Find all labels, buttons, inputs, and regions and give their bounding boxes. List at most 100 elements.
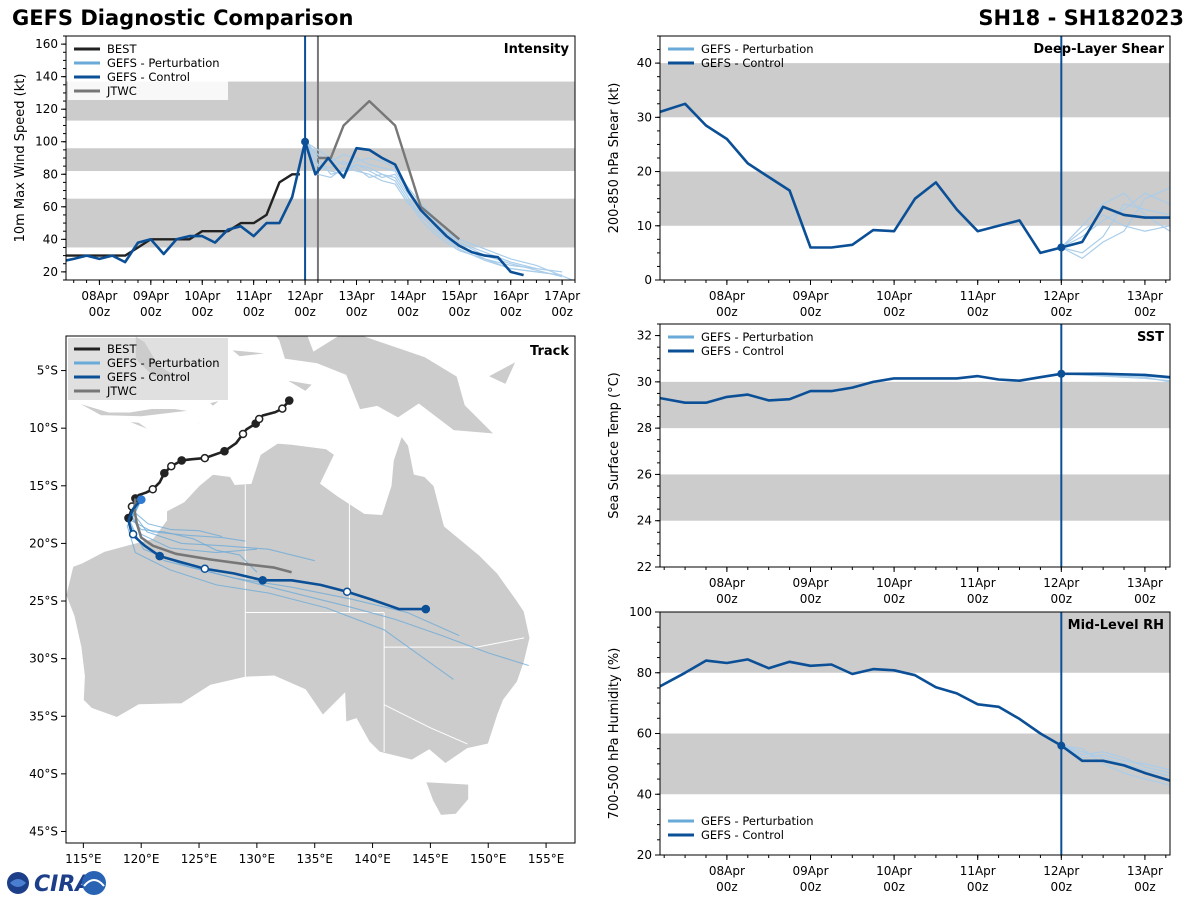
track-xtick-label: 115°E <box>65 852 102 866</box>
track-control-marker-open <box>128 529 138 539</box>
intensity-legend-label-best: BEST <box>107 42 137 56</box>
intensity-series-best <box>66 173 300 257</box>
intensity-ytick-label: 40 <box>43 232 58 246</box>
rh-legend-label-perturbation: GEFS - Perturbation <box>701 814 814 828</box>
intensity-plot-area <box>66 36 575 280</box>
track-control-start-marker <box>136 495 146 504</box>
intensity-xtick-label: 15Apr <box>441 289 477 303</box>
track-control-marker-closed <box>258 575 267 585</box>
track-xtick-label: 155°E <box>528 852 565 866</box>
intensity-xtick-label: 17Apr <box>544 289 580 303</box>
sst-panel-title: SST <box>1137 330 1164 345</box>
tasmania-landmass <box>425 781 469 816</box>
track-best-marker-open <box>278 404 287 413</box>
shear-analysis-marker <box>1057 243 1066 252</box>
rh-xtick-label: 09Apr <box>792 864 828 878</box>
intensity-series-control <box>66 140 524 277</box>
intensity-xtick-label: 10Apr <box>184 289 220 303</box>
rh-ylabel: 700-500 hPa Humidity (%) <box>607 648 622 820</box>
sst-xtick-label: 10Apr <box>876 576 912 590</box>
rh-xtick-sub: 00z <box>1134 880 1156 894</box>
sst-ytick-label: 30 <box>637 375 652 389</box>
shear-legend-label-perturbation: GEFS - Perturbation <box>701 42 814 56</box>
track-ytick-label: 30°S <box>29 652 58 666</box>
track-best-marker-closed <box>284 396 294 405</box>
rh-ytick-label: 100 <box>629 605 652 619</box>
rh-plot-area <box>660 612 1170 855</box>
sst-frame <box>659 323 1171 568</box>
track-xtick-label: 150°E <box>470 852 507 866</box>
intensity-ytick-label: 120 <box>35 102 58 116</box>
rh-panel-title: Mid-Level RH <box>1068 618 1164 633</box>
shear-xtick-sub: 00z <box>1051 305 1073 319</box>
shear-panel-title: Deep-Layer Shear <box>1033 42 1164 57</box>
intensity-xtick-sub: 00z <box>346 305 368 319</box>
shear-band-1 <box>660 63 1170 118</box>
intensity-xtick-sub: 00z <box>140 305 162 319</box>
track-best-marker-open <box>148 485 158 494</box>
shear-xtick-label: 11Apr <box>960 289 996 303</box>
rh-series-control <box>660 658 1170 782</box>
storm-id: SH18 - SH182023 <box>978 6 1184 30</box>
track-xtick-label: 145°E <box>412 852 449 866</box>
intensity-ytick-label: 60 <box>43 200 58 214</box>
shear-xtick-sub: 00z <box>1134 305 1156 319</box>
track-best-marker-open <box>200 453 210 463</box>
sst-ylabel: Sea Surface Temp (°C) <box>607 372 622 519</box>
shear-xtick-sub: 00z <box>967 305 989 319</box>
state-border-5 <box>383 704 468 745</box>
track-ytick-label: 15°S <box>29 479 58 493</box>
track-best-marker-open <box>254 414 264 424</box>
track-legend-label-best: BEST <box>107 342 137 356</box>
track-ytick-label: 5°S <box>37 364 58 378</box>
intensity-legend-label-jtwc: JTWC <box>106 84 137 98</box>
shear-ytick-label: 20 <box>637 165 652 179</box>
rh-perturbation-member-0 <box>1061 745 1170 777</box>
island-landmass-2 <box>127 420 151 431</box>
island-landmass-0 <box>77 402 190 418</box>
sst-xtick-sub: 00z <box>800 592 822 606</box>
rh-xtick-sub: 00z <box>1051 880 1073 894</box>
track-control-marker-open <box>342 587 352 597</box>
rh-perturbation-member-1 <box>1060 745 1170 771</box>
intensity-ytick-label: 100 <box>35 135 58 149</box>
intensity-xtick-label: 12Apr <box>287 289 323 303</box>
shear-xtick-label: 09Apr <box>792 289 828 303</box>
intensity-perturbation-member-4 <box>304 141 550 275</box>
track-control-marker-open <box>200 564 210 574</box>
track-legend-label-jtwc: JTWC <box>106 384 137 398</box>
sst-band-1 <box>660 381 1170 429</box>
intensity-xtick-label: 11Apr <box>236 289 272 303</box>
state-border-4 <box>384 637 525 648</box>
intensity-xtick-label: 09Apr <box>133 289 169 303</box>
rh-legend-label-control: GEFS - Control <box>701 828 784 842</box>
sst-xtick-sub: 00z <box>1051 592 1073 606</box>
partner-seal-icon <box>82 871 106 895</box>
shear-xtick-sub: 00z <box>716 305 738 319</box>
track-jtwc <box>133 498 292 574</box>
shear-xtick-label: 12Apr <box>1043 289 1079 303</box>
rh-band-1 <box>660 612 1170 673</box>
shear-perturbation-member-1 <box>1061 203 1170 254</box>
intensity-xtick-sub: 00z <box>397 305 419 319</box>
new-guinea-landmass <box>275 336 496 435</box>
rh-ytick-label: 80 <box>637 666 652 680</box>
chart-rh: 20 40 60 80 100 08Apr 00z 09Apr 00z 10Apr 00z 11Apr… <box>607 605 1171 894</box>
sst-plot-area <box>660 324 1170 567</box>
sst-xtick-sub: 00z <box>883 592 905 606</box>
intensity-xtick-sub: 00z <box>449 305 471 319</box>
rh-xtick-label: 12Apr <box>1043 864 1079 878</box>
track-control-marker-closed <box>155 551 165 561</box>
rh-perturbation-member-3 <box>1061 745 1170 774</box>
track-ytick-label: 40°S <box>29 767 58 781</box>
sst-ytick-label: 22 <box>637 560 652 574</box>
rh-ytick-label: 20 <box>637 848 652 862</box>
rh-xtick-label: 13Apr <box>1127 864 1163 878</box>
intensity-xtick-sub: 00z <box>243 305 265 319</box>
sst-series-control <box>660 372 1170 404</box>
island-landmass-5 <box>208 400 221 407</box>
track-xtick-label: 140°E <box>354 852 391 866</box>
